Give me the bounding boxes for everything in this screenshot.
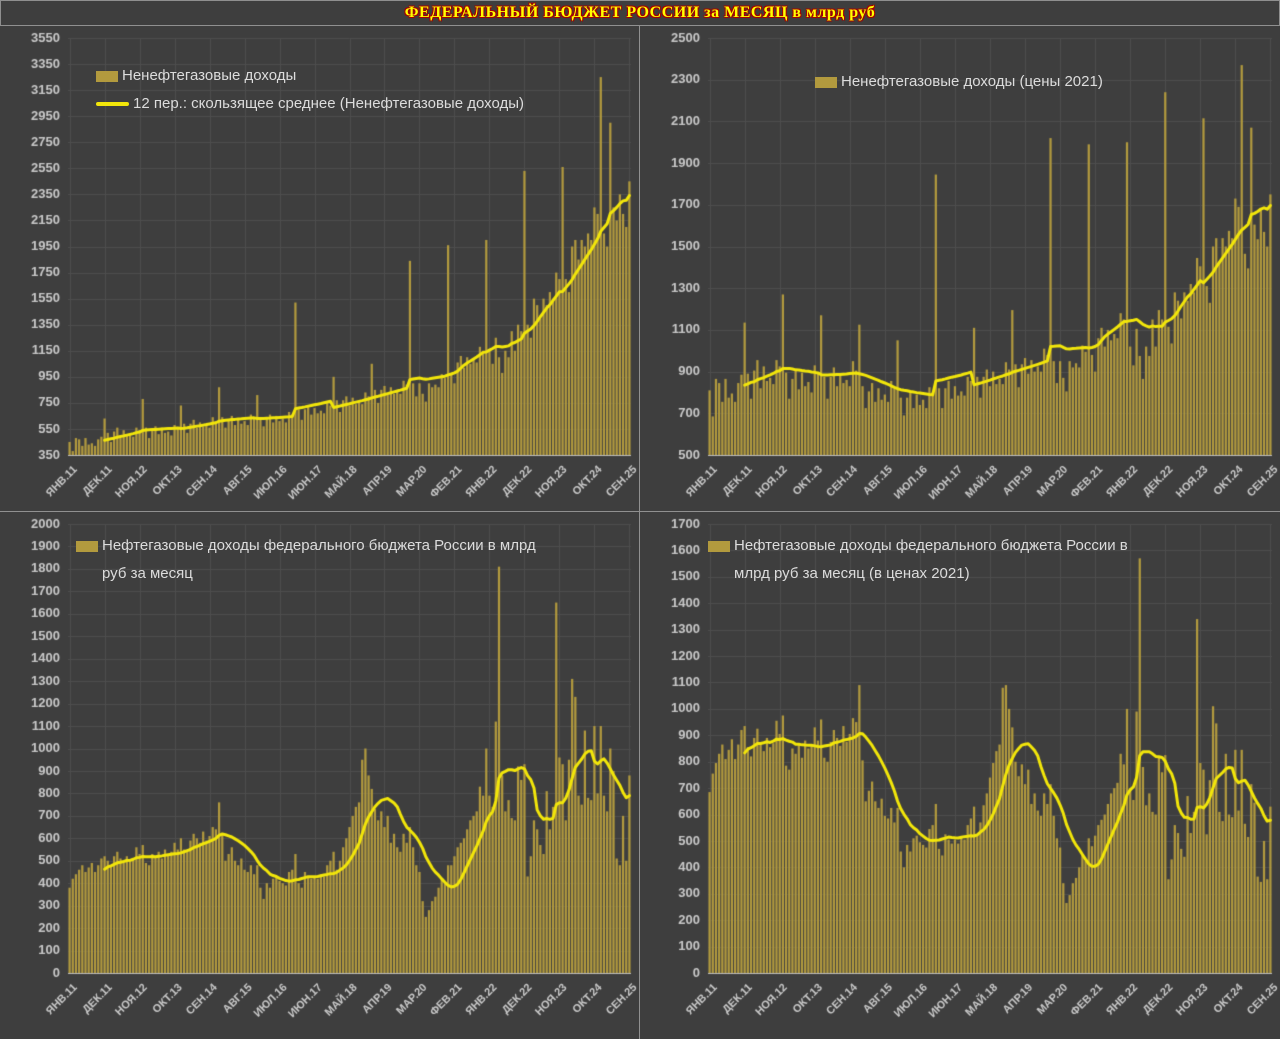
legend-oil-gas-nominal: Нефтегазовые доходы федерального бюджета…: [76, 532, 558, 588]
bar-swatch-icon: [76, 541, 98, 552]
legend-label: Нефтегазовые доходы федерального бюджета…: [734, 537, 1128, 582]
line-swatch-icon: [96, 102, 129, 106]
chart-canvas-oil-gas-nominal: [0, 512, 639, 1039]
legend-label: Ненефтегазовые доходы (цены 2021): [841, 73, 1103, 90]
chart-canvas-non-oil-gas-2021-prices: [640, 26, 1280, 511]
legend-item-moving-average: 12 пер.: скользящее среднее (Ненефтегазо…: [96, 90, 524, 118]
legend-oil-gas-2021-prices: Нефтегазовые доходы федерального бюджета…: [708, 532, 1160, 588]
legend-non-oil-gas-2021-prices: Ненефтегазовые доходы (цены 2021): [815, 68, 1103, 96]
chart-grid: Ненефтегазовые доходы 12 пер.: скользяще…: [0, 26, 1280, 1039]
panel-non-oil-gas-2021-prices: Ненефтегазовые доходы (цены 2021): [640, 26, 1280, 512]
panel-oil-gas-2021-prices: Нефтегазовые доходы федерального бюджета…: [640, 512, 1280, 1039]
legend-label: Нефтегазовые доходы федерального бюджета…: [102, 537, 536, 582]
page-title: ФЕДЕРАЛЬНЫЙ БЮДЖЕТ РОССИИ за МЕСЯЦ в млр…: [404, 3, 876, 21]
panel-oil-gas-nominal: Нефтегазовые доходы федерального бюджета…: [0, 512, 640, 1039]
chart-canvas-non-oil-gas-nominal: [0, 26, 639, 511]
legend-label: 12 пер.: скользящее среднее (Ненефтегазо…: [133, 95, 525, 112]
legend-non-oil-gas-nominal: Ненефтегазовые доходы 12 пер.: скользяще…: [96, 62, 524, 118]
chart-canvas-oil-gas-2021-prices: [640, 512, 1280, 1039]
legend-item-bars: Ненефтегазовые доходы: [96, 62, 524, 90]
bar-swatch-icon: [708, 541, 730, 552]
legend-label: Ненефтегазовые доходы: [122, 67, 297, 84]
legend-item-bars: Ненефтегазовые доходы (цены 2021): [815, 68, 1103, 96]
panel-non-oil-gas-nominal: Ненефтегазовые доходы 12 пер.: скользяще…: [0, 26, 640, 512]
title-bar: ФЕДЕРАЛЬНЫЙ БЮДЖЕТ РОССИИ за МЕСЯЦ в млр…: [0, 0, 1280, 26]
bar-swatch-icon: [815, 77, 837, 88]
bar-swatch-icon: [96, 71, 118, 82]
